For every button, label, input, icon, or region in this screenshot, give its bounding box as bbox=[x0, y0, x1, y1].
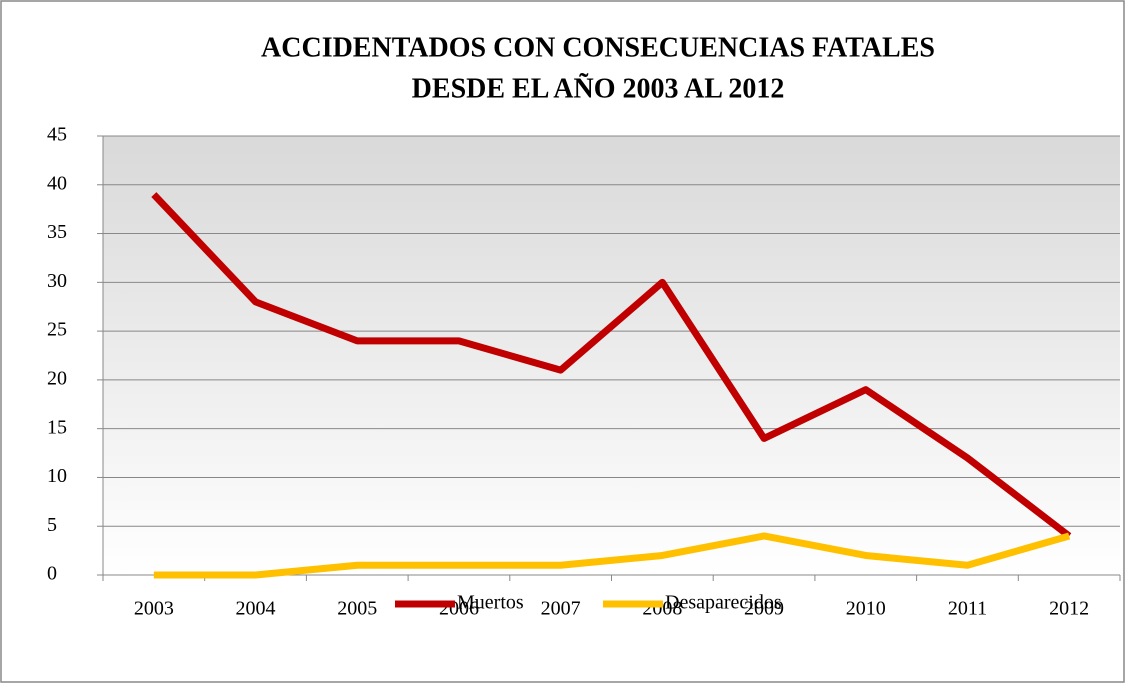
y-tick-label: 45 bbox=[47, 124, 67, 146]
y-tick-label: 25 bbox=[47, 319, 67, 341]
x-tick-label: 2012 bbox=[1049, 598, 1089, 620]
y-tick-label: 10 bbox=[47, 465, 67, 487]
plot-area bbox=[103, 136, 1120, 575]
x-tick-label: 2011 bbox=[948, 598, 987, 620]
y-tick-label: 35 bbox=[47, 221, 67, 243]
series-line bbox=[153, 532, 1071, 579]
y-tick-label: 30 bbox=[47, 270, 67, 292]
x-tick-label: 2004 bbox=[236, 598, 276, 620]
chart-title: ACCIDENTADOS CON CONSECUENCIAS FATALES bbox=[261, 32, 935, 63]
series-line bbox=[151, 192, 1072, 539]
x-tick-label: 2005 bbox=[337, 598, 377, 620]
x-tick-label: 2003 bbox=[134, 598, 174, 620]
x-tick-label: 2009 bbox=[744, 598, 784, 620]
y-tick-label: 0 bbox=[47, 563, 57, 585]
legend-label: Muertos bbox=[457, 592, 524, 614]
legend-label: Desaparecidos bbox=[665, 592, 782, 614]
x-tick-label: 2010 bbox=[846, 598, 886, 620]
y-tick-label: 5 bbox=[47, 514, 57, 536]
y-tick-label: 40 bbox=[47, 172, 67, 194]
x-tick-label: 2007 bbox=[541, 598, 581, 620]
y-tick-label: 20 bbox=[47, 367, 67, 389]
chart-title: DESDE EL AÑO 2003 AL 2012 bbox=[412, 73, 785, 104]
y-tick-label: 15 bbox=[47, 416, 67, 438]
